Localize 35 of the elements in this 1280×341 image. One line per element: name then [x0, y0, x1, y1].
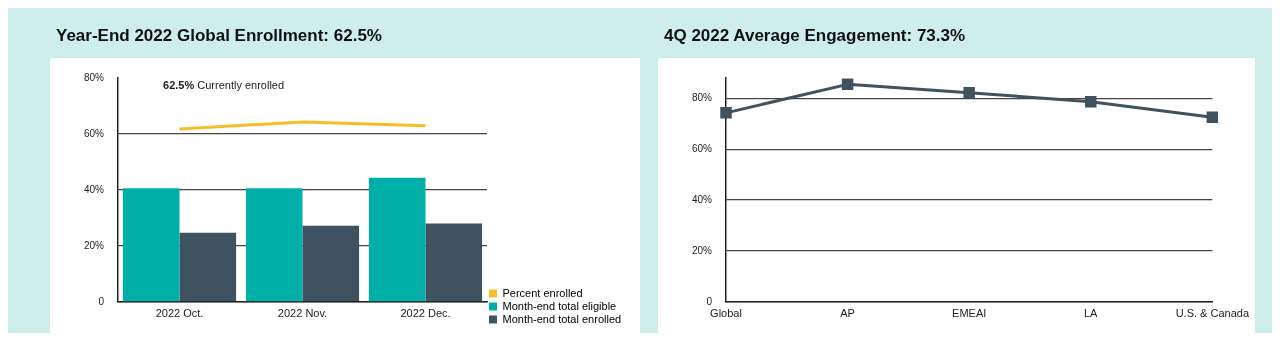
y-tick-label: 0 — [98, 295, 105, 307]
x-tick-label: LA — [1084, 307, 1099, 320]
bar — [368, 177, 426, 302]
point — [1206, 111, 1219, 123]
y-tick-label: 60% — [84, 127, 105, 139]
point — [963, 87, 975, 99]
y-tick-label: 40% — [692, 193, 713, 205]
bar — [122, 188, 180, 302]
legend-label: Month-end total eligible — [502, 299, 617, 312]
y-tick-label: 20% — [84, 239, 105, 251]
bar — [425, 223, 483, 302]
y-tick-label: 80% — [692, 92, 713, 104]
point — [720, 107, 732, 119]
x-tick-label: 2022 Nov. — [277, 307, 328, 320]
x-tick-label: U.S. & Canada — [1175, 307, 1250, 320]
y-tick-label: 20% — [692, 244, 713, 256]
x-tick-label: Global — [710, 307, 742, 320]
chart-title: 4Q 2022 Average Engagement: 73.3% — [663, 25, 967, 47]
point — [1085, 95, 1097, 108]
bar — [302, 225, 360, 302]
annotation: 62.5% Currently enrolled — [163, 78, 285, 91]
chart-title: Year-End 2022 Global Enrollment: 62.5% — [55, 25, 383, 47]
y-tick-label: 60% — [692, 142, 713, 154]
y-tick-label: 80% — [84, 71, 105, 83]
x-tick-label: 2022 Oct. — [155, 307, 204, 320]
x-tick-label: EMEAI — [952, 307, 987, 320]
point — [841, 78, 854, 91]
x-tick-label: AP — [840, 307, 855, 320]
x-tick-label: 2022 Dec. — [400, 307, 451, 320]
bar — [179, 232, 237, 302]
y-tick-label: 40% — [84, 183, 105, 195]
bar — [245, 188, 303, 302]
legend-label: Percent enrolled — [502, 286, 583, 299]
y-tick-label: 0 — [706, 295, 713, 307]
legend-label: Month-end total enrolled — [502, 312, 622, 325]
